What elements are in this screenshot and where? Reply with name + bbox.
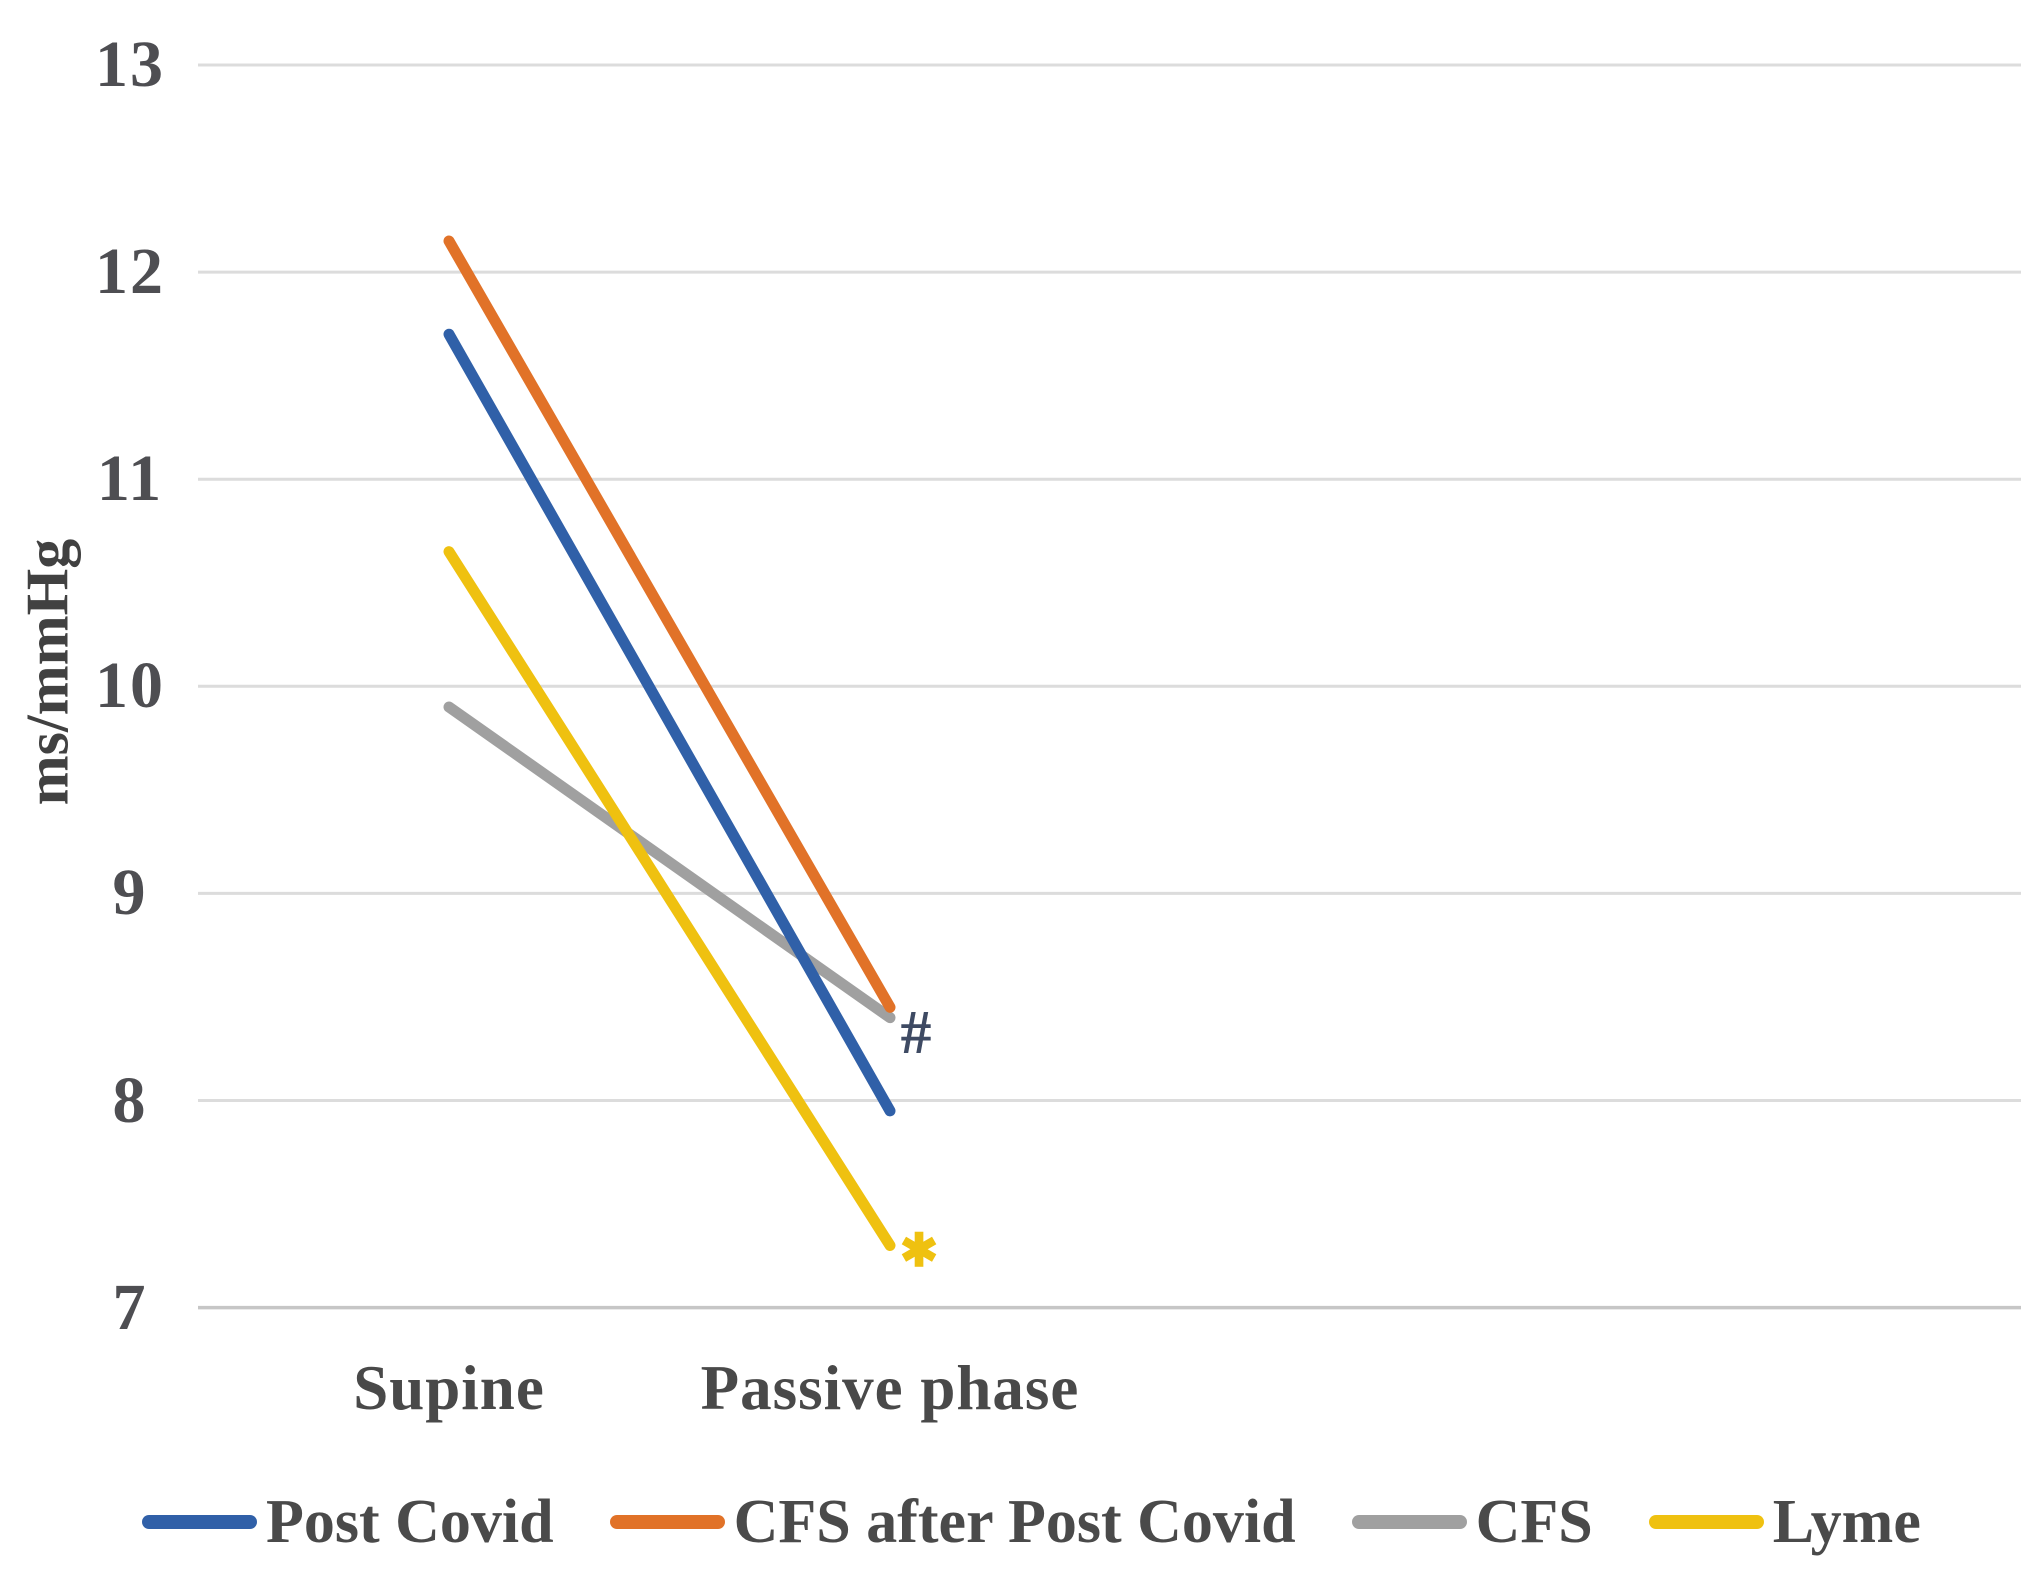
series-line-lyme (443, 546, 896, 1251)
y-tick-label: 8 (112, 1063, 148, 1137)
legend-line-swatch-icon (1351, 1515, 1467, 1529)
y-tick-label: 13 (95, 28, 165, 101)
legend-line-swatch-icon (609, 1515, 725, 1529)
legend-line-swatch-icon (1648, 1515, 1764, 1529)
legend-label: Lyme (1772, 1488, 1921, 1556)
y-tick-label: 7 (112, 1270, 148, 1344)
y-tick-label: 11 (96, 442, 164, 516)
legend-line-swatch-icon (142, 1515, 257, 1529)
legend-item-cfs-after-post-covid: CFS after Post Covid (609, 1484, 1296, 1560)
y-tick-label: 12 (95, 235, 165, 309)
legend-item-lyme: Lyme (1648, 1484, 1921, 1560)
series-line-post-covid (443, 328, 896, 1117)
x-category-label-passive-phase: Passive phase (700, 1353, 1080, 1423)
series-line-cfs (443, 701, 896, 1024)
legend-label: CFS (1475, 1488, 1593, 1556)
legend-item-post-covid: Post Covid (142, 1484, 554, 1560)
series-line-cfs-after-post-covid (443, 235, 896, 1013)
annotation-hash: # (901, 999, 932, 1067)
x-category-label-supine: Supine (353, 1353, 545, 1423)
legend-item-cfs: CFS (1351, 1484, 1593, 1560)
y-tick-label: 10 (95, 649, 165, 723)
legend: Post Covid CFS after Post Covid CFS Lyme (142, 1484, 1921, 1560)
legend-label: Post Covid (266, 1488, 554, 1556)
legend-label: CFS after Post Covid (733, 1488, 1296, 1556)
y-tick-label: 9 (112, 856, 148, 930)
annotation-star: ✱ (900, 1225, 939, 1276)
